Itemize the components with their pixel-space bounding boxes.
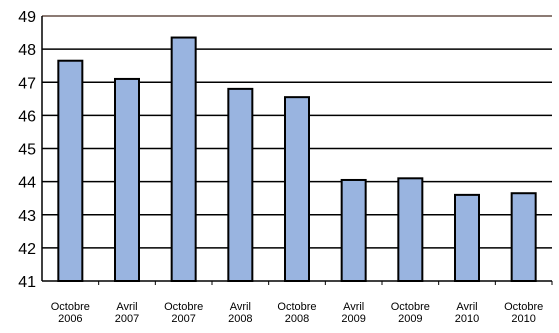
bar bbox=[454, 193, 480, 282]
x-tick-label: Avril bbox=[116, 301, 137, 313]
x-tick-label: Avril bbox=[230, 301, 251, 313]
x-tick-label: 2010 bbox=[511, 313, 535, 325]
x-tick-label: 2007 bbox=[115, 313, 139, 325]
bar bbox=[227, 87, 254, 282]
y-tick-label: 45 bbox=[18, 142, 36, 159]
x-tick-label: 2006 bbox=[58, 313, 82, 325]
x-tick-label: 2009 bbox=[398, 313, 422, 325]
x-tick-label: 2009 bbox=[341, 313, 365, 325]
x-tick-label: 2008 bbox=[228, 313, 252, 325]
y-tick-label: 44 bbox=[18, 175, 36, 192]
x-tick-labels: Octobre2006Avril2007Octobre2007Avril2008… bbox=[51, 301, 543, 325]
x-tick-label: Octobre bbox=[51, 301, 90, 313]
y-tick-label: 48 bbox=[18, 42, 36, 59]
x-tick-label: 2008 bbox=[285, 313, 309, 325]
y-tick-label: 41 bbox=[18, 274, 36, 291]
bar bbox=[397, 177, 424, 282]
x-tick-label: Octobre bbox=[391, 301, 430, 313]
bar bbox=[340, 178, 367, 282]
y-tick-labels: 41 42 43 44 45 46 47 48 49 bbox=[18, 9, 36, 291]
x-tick-label: Octobre bbox=[164, 301, 203, 313]
axes bbox=[41, 16, 553, 285]
bar bbox=[57, 59, 84, 282]
bar bbox=[170, 36, 197, 282]
bars bbox=[57, 36, 537, 282]
x-tick-label: Octobre bbox=[504, 301, 543, 313]
y-tick-label: 43 bbox=[18, 208, 36, 225]
x-tick-label: 2007 bbox=[171, 313, 195, 325]
y-tick-label: 47 bbox=[18, 75, 36, 92]
x-tick-label: 2010 bbox=[455, 313, 479, 325]
y-tick-label: 46 bbox=[18, 108, 36, 125]
x-tick-label: Avril bbox=[456, 301, 477, 313]
x-tick-label: Octobre bbox=[277, 301, 316, 313]
y-tick-label: 42 bbox=[18, 241, 36, 258]
y-tick-label: 49 bbox=[18, 9, 36, 26]
bar bbox=[284, 96, 310, 282]
x-tick-label: Avril bbox=[343, 301, 364, 313]
bar bbox=[510, 192, 537, 282]
bar bbox=[114, 77, 140, 282]
